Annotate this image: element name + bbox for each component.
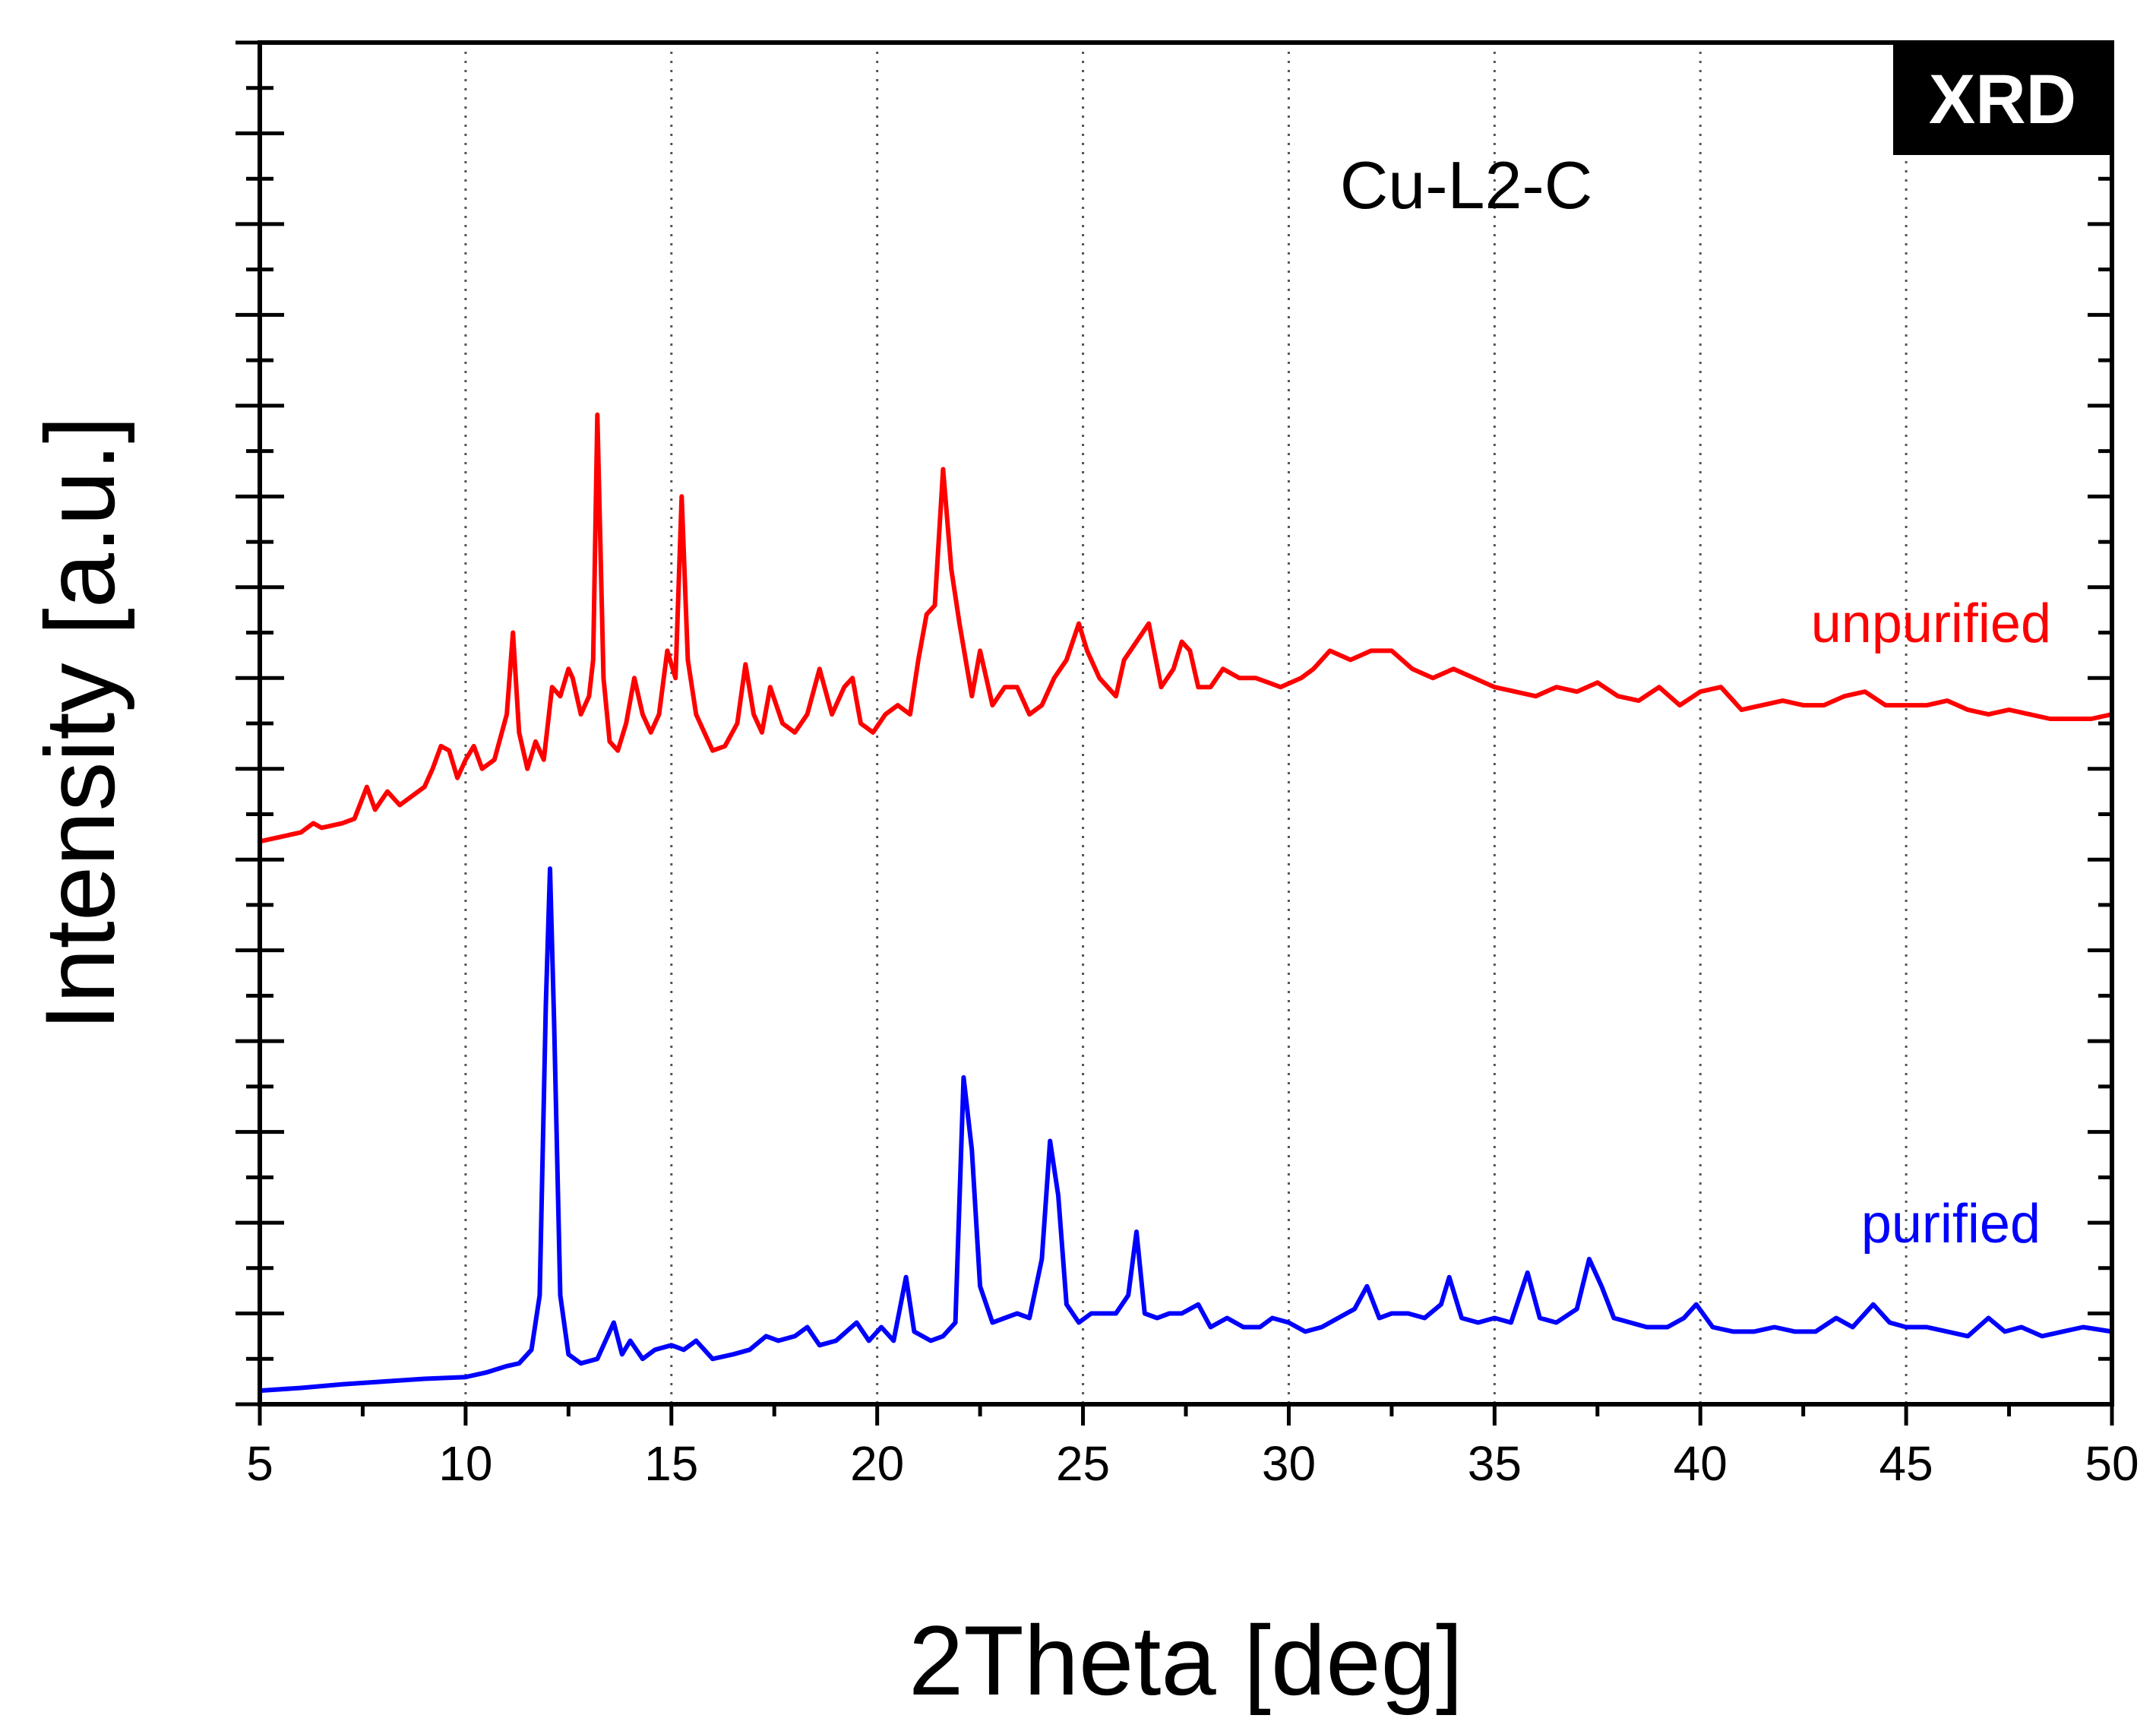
x-tick-label-50: 50 [2085, 1436, 2139, 1491]
series-layer [258, 412, 2114, 1394]
x-tick-label-40: 40 [1674, 1436, 1728, 1491]
x-axis-title: 2Theta [deg] [909, 1605, 1463, 1716]
series-line-unpurified [258, 412, 2114, 844]
series-label-unpurified: unpurified [1811, 593, 2051, 654]
series-label-purified: purified [1861, 1194, 2041, 1255]
xrd-badge-box [1893, 43, 2112, 155]
x-tick-label-15: 15 [644, 1436, 698, 1491]
chart-title: Cu-L2-C [1340, 147, 1593, 223]
series-line-purified [258, 866, 2114, 1394]
y-axis-title: Intensity [a.u.] [24, 416, 135, 1030]
ticks-layer: 5 10 15 20 25 30 35 40 45 50 [236, 40, 2139, 1491]
x-tick-label-10: 10 [438, 1436, 492, 1491]
x-tick-label-5: 5 [246, 1436, 273, 1491]
x-tick-label-25: 25 [1056, 1436, 1110, 1491]
x-tick-label-35: 35 [1468, 1436, 1522, 1491]
x-tick-label-30: 30 [1262, 1436, 1316, 1491]
x-tick-label-45: 45 [1879, 1436, 1933, 1491]
x-tick-label-20: 20 [850, 1436, 904, 1491]
xrd-badge-label: XRD [1929, 61, 2076, 138]
